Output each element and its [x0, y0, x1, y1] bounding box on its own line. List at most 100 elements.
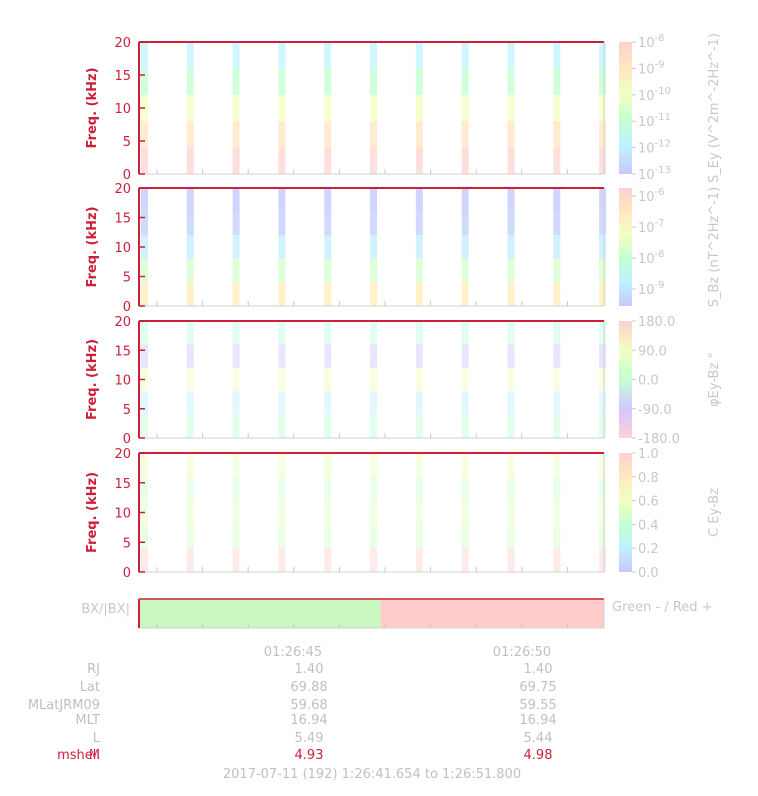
ephemeris-row-label: Lat	[80, 680, 100, 695]
burst-cell	[186, 548, 194, 572]
bx-sign-panel: BX/|BX| Green - / Red +	[81, 598, 713, 629]
burst-cell	[507, 524, 515, 549]
burst-cell	[415, 321, 423, 345]
burst-cell	[507, 94, 515, 122]
y-axis-title: Freq. (kHz)	[85, 206, 100, 287]
burst-strip	[324, 42, 332, 174]
burst-cell	[324, 367, 332, 392]
burst-cell	[599, 414, 607, 438]
colorbar-tick-label: 10-6	[638, 187, 665, 205]
burst-cell	[141, 147, 148, 174]
ephemeris-value-red: 4.98	[524, 748, 553, 763]
ephemeris-value: 69.75	[519, 680, 556, 695]
burst-cell	[415, 211, 423, 236]
burst-strip	[507, 42, 515, 174]
colorbar-tick-label: 10-7	[638, 218, 665, 236]
colorbar-tick-label: 1.0	[638, 447, 659, 462]
burst-cell	[141, 42, 148, 69]
burst-cell	[232, 367, 240, 392]
burst-cell	[553, 367, 561, 392]
y-tick-label: 20	[114, 36, 131, 51]
y-tick-label: 5	[123, 403, 131, 418]
burst-cell	[599, 282, 607, 306]
burst-cell	[370, 282, 378, 306]
burst-cell	[461, 94, 469, 122]
burst-cell	[599, 344, 607, 368]
burst-cell	[232, 321, 240, 345]
burst-cell	[461, 282, 469, 306]
burst-cell	[232, 414, 240, 438]
burst-cell	[415, 367, 423, 392]
bx-legend: Green - / Red +	[612, 600, 713, 615]
burst-cell	[370, 476, 378, 501]
burst-cell	[553, 414, 561, 438]
burst-cell	[186, 235, 194, 259]
burst-cell	[415, 524, 423, 549]
burst-cell	[278, 68, 286, 95]
burst-cell	[599, 188, 607, 212]
burst-cell	[553, 344, 561, 368]
burst-strip	[461, 321, 469, 438]
burst-strip	[599, 42, 607, 174]
colorbar-tick-label: 10-12	[638, 139, 671, 157]
burst-strip	[324, 453, 332, 572]
burst-cell	[553, 94, 561, 122]
burst-cell	[599, 235, 607, 259]
burst-cell	[461, 235, 469, 259]
time-tick-label: 01:26:50	[493, 645, 551, 660]
burst-cell	[186, 258, 194, 283]
ephemeris-table: 01:26:45 01:26:50 RJ 1.40 1.40 Lat 69.88 69.75 M…	[28, 645, 557, 782]
spectrogram-panel-2: 0 5 10 15 20 Freq. (kHz) 10-6 10-7 10-8 10-9 S_Bz …	[85, 182, 722, 315]
burst-cell	[370, 147, 378, 174]
burst-cell	[278, 476, 286, 501]
y-axis-title: Freq. (kHz)	[85, 472, 100, 553]
burst-cell	[415, 235, 423, 259]
colorbar-tick-label: 0.0	[638, 566, 659, 581]
colorbar-tick-label: 0.4	[638, 518, 659, 533]
burst-cell	[507, 391, 515, 415]
time-range-label: 2017-07-11 (192) 1:26:41.654 to 1:26:51.…	[223, 767, 521, 782]
spectrogram-panel-1: 0 5 10 15 20 Freq. (kHz) 10-8 10-9 10-10 10-11 10-…	[85, 33, 722, 183]
y-tick-label: 10	[114, 102, 131, 117]
burst-strip	[553, 453, 561, 572]
y-tick-label: 5	[123, 271, 131, 286]
burst-strip	[461, 188, 469, 306]
burst-cell	[507, 68, 515, 95]
burst-cell	[141, 258, 148, 283]
burst-cell	[186, 524, 194, 549]
y-tick-label: 20	[114, 182, 131, 197]
colorbar-tick-label: 10-8	[638, 33, 665, 51]
bx-ylabel: BX/|BX|	[81, 602, 130, 617]
burst-strip	[278, 453, 286, 572]
y-tick-label: 15	[114, 477, 131, 492]
burst-strip	[278, 42, 286, 174]
burst-cell	[141, 548, 148, 572]
burst-strip	[186, 42, 194, 174]
burst-cell	[186, 282, 194, 306]
burst-cell	[370, 391, 378, 415]
burst-cell	[599, 42, 607, 69]
burst-strip	[553, 321, 561, 438]
burst-cell	[278, 414, 286, 438]
burst-cell	[461, 476, 469, 501]
colorbar-title: S_Ey (V^2m^-2Hz^-1)	[707, 33, 722, 183]
burst-cell	[461, 524, 469, 549]
burst-cell	[232, 121, 240, 148]
burst-cell	[278, 211, 286, 236]
burst-cell	[553, 391, 561, 415]
burst-cell	[324, 548, 332, 572]
burst-cell	[461, 344, 469, 368]
burst-cell	[232, 500, 240, 525]
burst-cell	[461, 414, 469, 438]
y-tick-label: 0	[123, 168, 131, 183]
burst-cell	[370, 414, 378, 438]
burst-cell	[370, 258, 378, 283]
burst-strip	[232, 188, 240, 306]
burst-cell	[599, 147, 607, 174]
burst-cell	[415, 500, 423, 525]
burst-cell	[232, 258, 240, 283]
burst-cell	[141, 211, 148, 236]
burst-cell	[553, 147, 561, 174]
ephemeris-row-label-red: mshell	[57, 748, 100, 763]
burst-cell	[461, 321, 469, 345]
